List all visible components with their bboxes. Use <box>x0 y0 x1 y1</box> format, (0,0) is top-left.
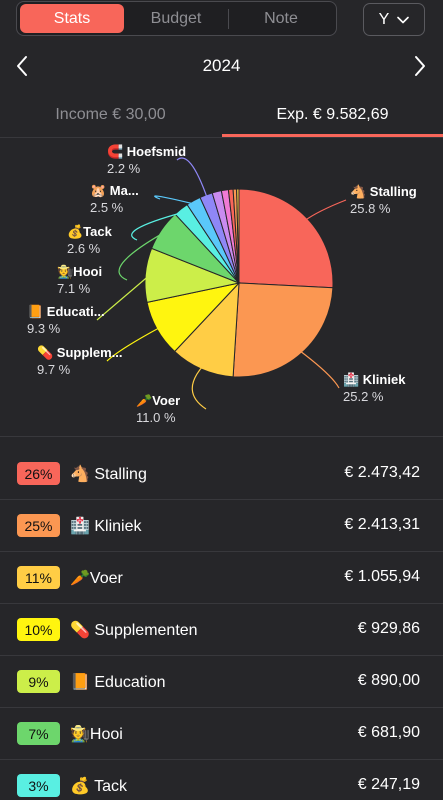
category-amount: € 2.473,42 <box>344 464 420 481</box>
category-label: 💊 Supplementen <box>70 622 198 639</box>
category-label: 🏥 Kliniek <box>70 518 142 535</box>
percent-badge: 26% <box>17 462 60 485</box>
percent-badge: 9% <box>17 670 60 693</box>
leader-line <box>298 349 340 389</box>
leader-line <box>303 199 347 222</box>
slice-label: 📙 Educati... <box>27 304 105 319</box>
tab-budget[interactable]: Budget <box>150 9 202 27</box>
segment-divider <box>228 8 229 29</box>
slice-label: 💰Tack <box>67 224 113 240</box>
previous-year-button[interactable] <box>10 52 34 80</box>
next-year-button[interactable] <box>408 52 432 80</box>
category-row-kliniek[interactable]: 25% 🏥 Kliniek € 2.413,31 <box>0 500 443 552</box>
slice-percent-label: 2.5 % <box>90 200 124 215</box>
chevron-down-icon <box>397 16 410 23</box>
view-segmented-control: Stats Budget Note <box>16 1 337 36</box>
slice-label: 🐹 Ma... <box>90 183 139 198</box>
category-amount: € 681,90 <box>357 724 420 741</box>
period-select[interactable]: Y <box>363 3 425 36</box>
leader-line <box>131 211 184 241</box>
slice-percent-label: 11.0 % <box>136 410 176 425</box>
category-row-tack[interactable]: 3% 💰 Tack € 247,19 <box>0 760 443 800</box>
percent-badge: 10% <box>17 618 60 641</box>
pie-slice[interactable] <box>238 188 334 289</box>
slice-percent-label: 2.6 % <box>67 241 101 256</box>
year-navigation: 2024 <box>0 46 443 88</box>
slice-percent-label: 7.1 % <box>57 281 91 296</box>
leader-line <box>154 195 196 205</box>
category-amount: € 1.055,94 <box>344 568 420 585</box>
pie-slice[interactable] <box>236 188 240 284</box>
category-list: 26% 🐴 Stalling € 2.473,42 25% 🏥 Kliniek … <box>0 448 443 800</box>
tab-income[interactable]: Income € 30,00 <box>55 106 166 123</box>
category-row-education[interactable]: 9% 📙 Education € 890,00 <box>0 656 443 708</box>
percent-badge: 3% <box>17 774 60 797</box>
category-label: 🥕Voer <box>70 570 123 587</box>
leader-line <box>106 326 161 362</box>
slice-label: 🧲 Hoefsmid <box>107 144 186 159</box>
leader-line <box>176 157 209 199</box>
category-row-stalling[interactable]: 26% 🐴 Stalling € 2.473,42 <box>0 448 443 500</box>
active-tab-indicator <box>222 134 443 137</box>
category-label: 📙 Education <box>70 674 166 691</box>
category-row-supplementen[interactable]: 10% 💊 Supplementen € 929,86 <box>0 604 443 656</box>
category-row-hooi[interactable]: 7% 🧑‍🌾Hooi € 681,90 <box>0 708 443 760</box>
category-amount: € 890,00 <box>357 672 420 689</box>
category-row-voer[interactable]: 11% 🥕Voer € 1.055,94 <box>0 552 443 604</box>
leader-line <box>191 365 207 410</box>
category-amount: € 247,19 <box>357 776 420 793</box>
slice-label: 🧑‍🌾Hooi <box>56 264 102 279</box>
category-label: 🐴 Stalling <box>70 466 147 483</box>
percent-badge: 25% <box>17 514 60 537</box>
slice-percent-label: 9.3 % <box>27 321 61 336</box>
slice-percent-label: 25.2 % <box>343 389 384 404</box>
percent-badge: 11% <box>17 566 60 589</box>
type-tabs: Income € 30,00 Exp. € 9.582,69 <box>0 92 443 138</box>
chevron-right-icon <box>415 56 425 76</box>
slice-label: 🐴 Stalling <box>350 184 417 199</box>
pie-chart-svg: 🐴 Stalling 25.8 % 🏥 Kliniek 25.2 % 🥕Voer 11.0… <box>27 144 417 425</box>
category-label: 🧑‍🌾Hooi <box>70 726 123 743</box>
expense-pie-chart: 🐴 Stalling 25.8 % 🏥 Kliniek 25.2 % 🥕Voer 11.0… <box>0 139 443 437</box>
tab-stats[interactable]: Stats <box>20 4 124 33</box>
category-amount: € 929,86 <box>357 620 420 637</box>
year-label: 2024 <box>202 56 241 75</box>
pie-slice[interactable] <box>232 282 334 378</box>
tab-expense[interactable]: Exp. € 9.582,69 <box>276 106 389 123</box>
slice-percent-label: 25.8 % <box>350 201 391 216</box>
slice-label: 🏥 Kliniek <box>343 372 406 387</box>
category-amount: € 2.413,31 <box>344 516 420 533</box>
chevron-left-icon <box>17 56 27 76</box>
leader-line <box>118 231 166 281</box>
slice-percent-label: 2.2 % <box>107 161 141 176</box>
leader-line <box>96 274 150 321</box>
percent-badge: 7% <box>17 722 60 745</box>
category-label: 💰 Tack <box>70 778 127 795</box>
period-value: Y <box>378 10 390 28</box>
slice-percent-label: 9.7 % <box>37 362 71 377</box>
slice-label: 💊 Supplem... <box>37 344 123 361</box>
pie-slice[interactable] <box>173 281 240 378</box>
slice-label: 🥕Voer <box>136 393 180 408</box>
tab-note[interactable]: Note <box>264 9 298 27</box>
